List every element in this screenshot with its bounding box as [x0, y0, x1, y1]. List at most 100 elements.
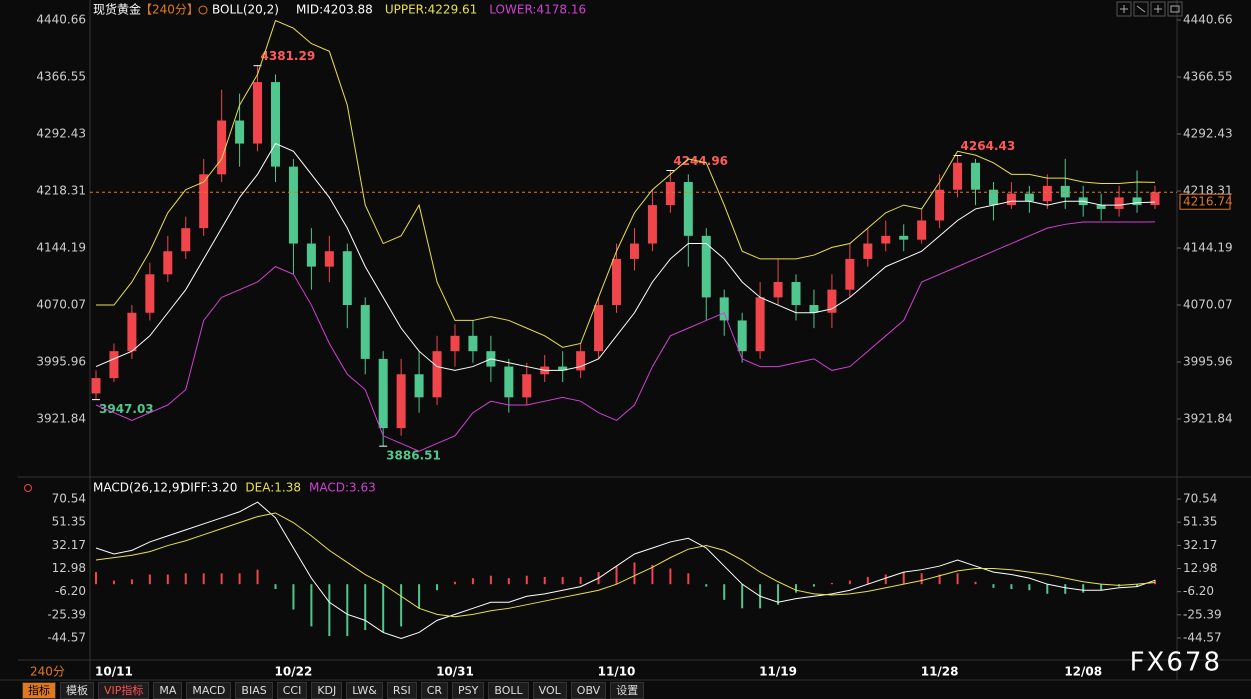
- macd-bar: [579, 576, 582, 585]
- y-tick-label-right: 12.98: [1183, 561, 1217, 575]
- candle-body: [270, 82, 280, 167]
- candle-body: [827, 289, 837, 313]
- indicator: BOLL(20,2): [212, 3, 279, 17]
- macd-bar: [202, 573, 205, 585]
- y-tick-label-right: -25.39: [1183, 607, 1222, 621]
- candle-body: [109, 351, 119, 379]
- candle-body: [1150, 192, 1160, 206]
- toolbar-item[interactable]: CR: [420, 682, 449, 699]
- candle-body: [737, 320, 747, 352]
- toolbar-item[interactable]: LW&: [346, 682, 383, 699]
- candle-body: [163, 251, 173, 275]
- macd-bar: [148, 574, 151, 585]
- y-tick-label-left: 70.54: [52, 492, 86, 506]
- extreme-label: 4381.29: [261, 49, 316, 63]
- y-tick-label-right: 4366.55: [1183, 70, 1233, 84]
- y-tick-label-left: 3995.96: [36, 354, 86, 368]
- candle-body: [881, 235, 891, 244]
- legend-entry: DIFF:3.20: [181, 481, 237, 495]
- macd-bar: [938, 574, 941, 585]
- candle-body: [468, 335, 478, 352]
- candle-body: [1060, 185, 1070, 198]
- y-tick-label-left: -25.39: [47, 607, 86, 621]
- settings-icon[interactable]: [198, 5, 208, 15]
- candle-body: [612, 258, 622, 306]
- macd-icon[interactable]: [24, 484, 32, 492]
- candle-body: [683, 182, 693, 236]
- y-tick-label-right: 51.35: [1183, 515, 1217, 529]
- x-tick-label: 10/11: [95, 665, 133, 679]
- toolbar-item[interactable]: BIAS: [235, 682, 273, 699]
- macd-bar: [166, 574, 169, 585]
- candle-body: [235, 120, 245, 144]
- legend-entry: DEA:1.38: [245, 481, 301, 495]
- candle-body: [719, 297, 729, 321]
- macd-bar: [669, 568, 672, 585]
- macd-title: MACD(26,12,9): [93, 481, 184, 495]
- candle-body: [953, 162, 963, 190]
- window-icons[interactable]: [1116, 1, 1183, 17]
- macd-bar: [525, 575, 528, 585]
- toolbar-item[interactable]: VOL: [532, 682, 567, 699]
- toolbar-item[interactable]: CCI: [276, 682, 308, 699]
- y-tick-label-right: -44.57: [1183, 630, 1222, 644]
- macd-bar: [489, 575, 492, 585]
- candle-body: [414, 374, 424, 398]
- watermark: FX678: [1130, 648, 1222, 678]
- macd-bar: [902, 572, 905, 585]
- macd-bar: [130, 579, 133, 585]
- candle-body: [253, 82, 263, 144]
- toolbar-item[interactable]: OBV: [570, 682, 607, 699]
- y-tick-label-left: 4070.07: [36, 298, 86, 312]
- toolbar-item[interactable]: MACD: [186, 682, 232, 699]
- macd-bar: [364, 584, 367, 631]
- candle-body: [324, 251, 334, 267]
- indicator-line: [95, 221, 1156, 452]
- toolbar-item[interactable]: MA: [153, 682, 183, 699]
- macd-bar: [346, 584, 349, 637]
- extreme-label: 4244.96: [673, 154, 728, 168]
- y-tick-label-right: 4440.66: [1183, 13, 1233, 27]
- macd-bar: [400, 584, 403, 627]
- macd-bar: [812, 584, 815, 587]
- candle-body: [342, 251, 352, 306]
- macd-bar: [687, 573, 690, 585]
- macd-bar: [561, 576, 564, 585]
- toolbar-item[interactable]: RSI: [386, 682, 417, 699]
- candle-body: [1114, 197, 1124, 209]
- candle-body: [917, 220, 927, 240]
- toolbar-item[interactable]: VIP指标: [98, 682, 150, 699]
- toolbar-item[interactable]: 设置: [610, 682, 645, 699]
- macd-bar: [184, 573, 187, 585]
- toolbar-item[interactable]: BOLL: [488, 682, 529, 699]
- candle-body: [145, 274, 155, 313]
- macd-bar: [1028, 584, 1031, 591]
- candle-body: [1132, 197, 1142, 206]
- y-tick-label-left: 3921.84: [36, 411, 86, 425]
- macd-bar: [1010, 584, 1013, 589]
- toolbar-item[interactable]: PSY: [452, 682, 485, 699]
- candle-body: [288, 166, 298, 244]
- legend-entry: MACD:3.63: [309, 481, 376, 495]
- macd-bar: [1154, 579, 1156, 585]
- candle-body: [845, 258, 855, 290]
- toolbar-item[interactable]: 模板: [60, 682, 94, 699]
- toolbar-item[interactable]: 指标: [22, 682, 56, 699]
- y-tick-label-right: 4070.07: [1183, 298, 1233, 312]
- extreme-label: 4264.43: [961, 139, 1016, 153]
- legend-entry: LOWER:4178.16: [489, 3, 586, 17]
- macd-bar: [382, 584, 385, 633]
- candle-body: [1006, 193, 1016, 206]
- x-tick-label: 11/28: [921, 665, 959, 679]
- candle-body: [522, 374, 532, 398]
- candle-body: [629, 243, 639, 259]
- y-tick-label-left: 4440.66: [36, 13, 86, 27]
- y-tick-label-left: 12.98: [52, 561, 86, 575]
- macd-bar: [920, 573, 923, 585]
- last-price-box: [1179, 193, 1231, 210]
- macd-bar: [723, 584, 726, 600]
- macd-bar: [292, 584, 295, 610]
- toolbar-item[interactable]: KDJ: [311, 682, 343, 699]
